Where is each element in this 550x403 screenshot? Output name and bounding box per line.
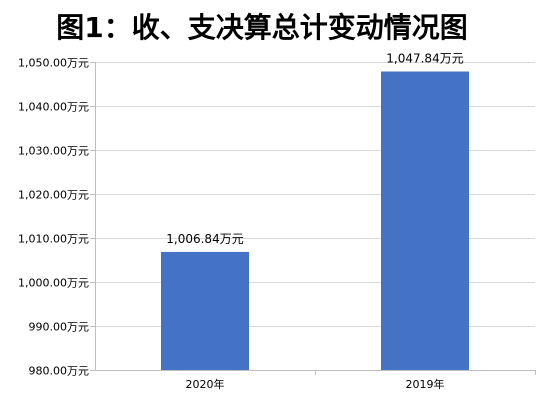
y-tick-label: 980.00万元 (29, 365, 90, 378)
y-tick-label: 1,030.00万元 (18, 145, 89, 158)
bars (161, 71, 469, 370)
x-tick-label: 2020年 (186, 377, 225, 391)
y-tick-label: 1,040.00万元 (18, 101, 89, 114)
y-tick-label: 1,000.00万元 (18, 277, 89, 290)
y-tick-label: 1,010.00万元 (18, 233, 89, 246)
axes (90, 62, 536, 375)
y-tick-label: 990.00万元 (29, 321, 90, 334)
bar (381, 71, 469, 370)
data-label: 1,047.84万元 (386, 52, 463, 66)
data-label: 1,006.84万元 (166, 232, 243, 246)
bar (161, 251, 249, 370)
y-tick-label: 1,020.00万元 (18, 189, 89, 202)
chart-title: 图1：收、支决算总计变动情况图 (56, 11, 467, 44)
y-tick-label: 1,050.00万元 (18, 57, 89, 70)
labels: 980.00万元 990.00万元 1,000.00万元 1,010.00万元 1,02… (18, 52, 464, 391)
x-tick-label: 2019年 (406, 377, 445, 391)
